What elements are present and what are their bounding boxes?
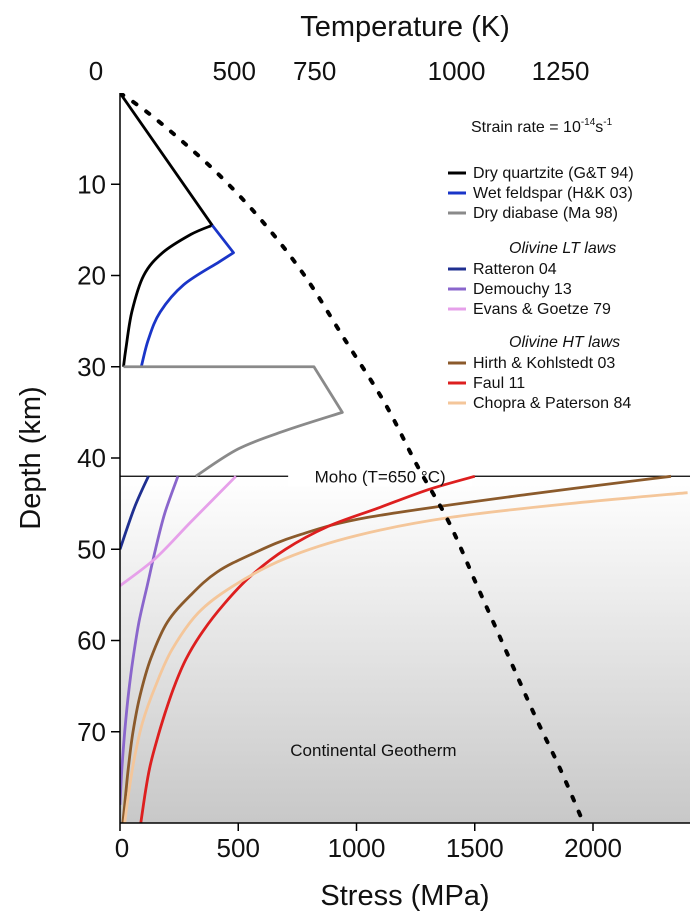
legend: Dry quartzite (G&T 94) Wet feldspar (H&K … — [448, 165, 634, 412]
legend-entry-dry-quartzite-gandt-94: Dry quartzite (G&T 94) — [473, 165, 634, 182]
geotherm-line — [120, 93, 586, 823]
y-tick-label: 50 — [77, 534, 106, 564]
y-tick-label: 20 — [77, 261, 106, 291]
legend-group-header: Olivine HT laws — [509, 334, 620, 351]
x-tick-label: 2000 — [564, 833, 622, 863]
temperature-tick-label: 0 — [89, 56, 103, 86]
y-tick-label: 10 — [77, 169, 106, 199]
legend-entry-faul-11: Faul 11 — [473, 375, 525, 392]
mantle-shading — [120, 476, 690, 823]
temperature-tick-label: 1000 — [428, 56, 486, 86]
y-tick-label: 60 — [77, 626, 106, 656]
x-tick-label: 1000 — [328, 833, 386, 863]
temperature-tick-label: 500 — [213, 56, 256, 86]
y-tick-label: 30 — [77, 352, 106, 382]
curve-faul-11 — [139, 474, 476, 823]
legend-entry-hirth-and-kohlstedt-03: Hirth & Kohlstedt 03 — [473, 355, 615, 372]
legend-group-header: Olivine LT laws — [509, 240, 616, 257]
curve-wet-feldspar-handk-03 — [139, 224, 235, 368]
temperature-axis-title: Temperature (K) — [300, 11, 510, 43]
legend-entry-evans-and-goetze-79: Evans & Goetze 79 — [473, 301, 611, 318]
curve-demouchy-13 — [120, 475, 180, 805]
curve-dry-diabase-ma-98 — [123, 365, 344, 478]
x-tick-label: 1500 — [446, 833, 504, 863]
curve-chopra-and-paterson-84 — [123, 491, 688, 823]
legend-entry-ratteron-04: Ratteron 04 — [473, 261, 557, 278]
y-tick-label: 70 — [77, 717, 106, 747]
series-layer — [120, 93, 688, 823]
temperature-tick-label: 1250 — [532, 56, 590, 86]
y-tick-label: 40 — [77, 443, 106, 473]
temperature-axis-ticks: 0 500 750 1000 1250 — [89, 56, 590, 86]
legend-entry-dry-diabase-ma-98: Dry diabase (Ma 98) — [473, 205, 618, 222]
depth-axis-title: Depth (km) — [15, 386, 47, 529]
y-axis-ticks: 10 20 30 40 50 60 70 — [77, 169, 120, 747]
legend-entry-wet-feldspar-handk-03: Wet feldspar (H&K 03) — [473, 185, 633, 202]
curve-hirth-and-kohlstedt-03 — [121, 474, 672, 823]
curve-dry-quartzite-gandt-94 — [120, 93, 214, 367]
curve-ratteron-04 — [120, 475, 150, 550]
x-axis-ticks: 0 500 1000 1500 2000 — [115, 823, 622, 863]
strain-rate-label: Strain rate = 10-14s-1 — [471, 117, 613, 136]
x-tick-label: 500 — [217, 833, 260, 863]
geotherm-label: Continental Geotherm — [290, 741, 456, 760]
curve-evans-and-goetze-79 — [120, 475, 237, 587]
legend-entry-chopra-and-paterson-84: Chopra & Paterson 84 — [473, 395, 631, 412]
stress-axis-title: Stress (MPa) — [320, 880, 489, 912]
moho-label: Moho (T=650 °C) — [315, 467, 446, 486]
legend-entry-demouchy-13: Demouchy 13 — [473, 281, 572, 298]
temperature-tick-label: 750 — [293, 56, 336, 86]
x-tick-label: 0 — [115, 833, 129, 863]
